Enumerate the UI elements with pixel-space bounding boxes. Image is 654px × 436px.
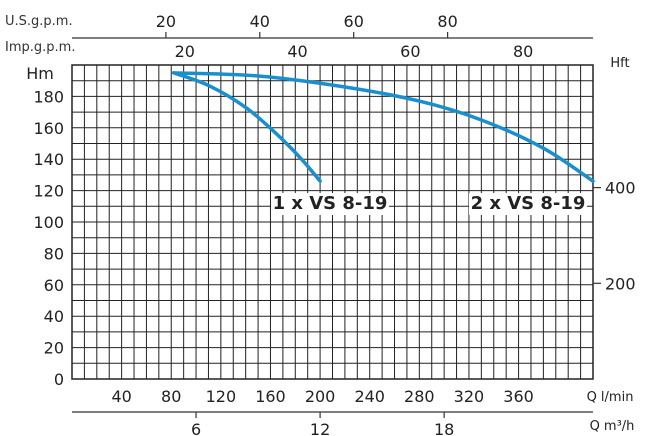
y-tick-label: 160 (33, 119, 64, 138)
x-axis-usgpm-label: 60 (344, 12, 364, 31)
series-label-1: 1 x VS 8-19 (273, 193, 388, 214)
x-tick-label: 280 (404, 387, 435, 406)
x-axis-impgpm-label: 20 (175, 42, 195, 61)
y-tick-label: 20 (44, 339, 64, 358)
x-tick-label: 320 (454, 387, 485, 406)
y-tick-label: 140 (33, 150, 64, 169)
x-axis-usgpm-label: 80 (437, 12, 457, 31)
curve-series-2 (171, 71, 595, 183)
y-tick-label: 120 (33, 182, 64, 201)
curve-series-1 (171, 71, 322, 183)
x-axis-m3h-label: 6 (191, 420, 201, 436)
x-axis-m3h-label: 18 (434, 420, 454, 436)
x-axis-impgpm-label: 60 (400, 42, 420, 61)
x-axis-usgpm-label: 40 (250, 12, 270, 31)
y-axis-label-hm: Hm (26, 64, 54, 83)
x-axis-m3h-label: 12 (310, 420, 330, 436)
x-tick-label: 80 (161, 387, 181, 406)
y-tick-label: 180 (33, 87, 64, 106)
curves (171, 71, 595, 183)
x-tick-label: 160 (255, 387, 286, 406)
y-tick-label: 40 (44, 307, 64, 326)
x-axis-label-m3h: Q m³/h (590, 419, 635, 434)
x-tick-label: 200 (305, 387, 336, 406)
x-tick-label: 40 (111, 387, 131, 406)
x-axis-impgpm-label: 80 (513, 42, 533, 61)
x-axis-label-impgpm: Imp.g.p.m. (5, 40, 75, 55)
y-axis-label-hft: Hft (610, 56, 629, 71)
x-axis-usgpm-label: 20 (156, 12, 176, 31)
y-tick-label: 100 (33, 213, 64, 232)
y-tick-label: 60 (44, 276, 64, 295)
x-tick-label: 360 (503, 387, 534, 406)
y-tick-label: 80 (44, 244, 64, 263)
series-label-2: 2 x VS 8-19 (471, 193, 586, 214)
x-tick-label: 240 (354, 387, 385, 406)
x-axis-impgpm-label: 40 (287, 42, 307, 61)
x-axis-label-lmin: Q l/min (587, 390, 634, 405)
series-label-bg (271, 193, 389, 215)
labels: 0 20 40 60 80 100 120 140 160 180 Hm Hft 200 400 40 80 1… (5, 12, 636, 436)
y-right-tick-label: 200 (605, 274, 636, 293)
y-right-tick-label: 400 (605, 179, 636, 198)
x-axis-label-usgpm: U.S.g.p.m. (5, 14, 73, 29)
y-tick-label: 0 (54, 370, 64, 389)
grid (72, 65, 593, 379)
plot-frame (71, 64, 594, 380)
series-label-bg (469, 193, 587, 215)
x-tick-label: 120 (206, 387, 237, 406)
